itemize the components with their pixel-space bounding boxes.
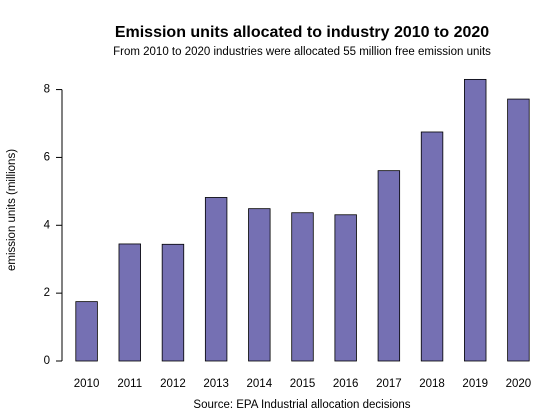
chart-title: Emission units allocated to industry 201… — [115, 24, 489, 41]
bar-2012 — [161, 243, 185, 362]
y-tick-label: 0 — [44, 355, 50, 367]
bar-2015 — [291, 212, 314, 362]
bar-2017 — [377, 170, 401, 362]
x-tick-label: 2013 — [203, 378, 229, 390]
x-tick-label: 2016 — [333, 378, 359, 390]
x-tick-label: 2017 — [376, 378, 402, 390]
bar-2013 — [204, 197, 228, 362]
x-tick-label: 2014 — [247, 378, 273, 390]
chart-caption: Source: EPA Industrial allocation decisi… — [193, 399, 410, 411]
y-axis: 0 2 4 6 8 — [44, 84, 63, 367]
chart-subtitle: From 2010 to 2020 industries were alloca… — [113, 46, 491, 58]
bars — [75, 78, 530, 362]
y-tick-label: 4 — [44, 219, 51, 231]
y-tick-label: 8 — [44, 84, 50, 96]
x-tick-label: 2011 — [117, 378, 142, 390]
bar-2020 — [507, 98, 530, 362]
x-tick-label: 2020 — [506, 378, 532, 390]
y-tick-label: 2 — [44, 287, 50, 299]
bar-2011 — [118, 243, 141, 362]
bar-2019 — [464, 78, 487, 362]
x-tick-label: 2019 — [462, 378, 488, 390]
bar-2016 — [334, 214, 357, 362]
x-tick-label: 2010 — [74, 378, 100, 390]
x-axis-tick-labels: 2010 2011 2012 2013 2014 2015 2016 2017 2018 2019… — [74, 378, 531, 390]
bar-2014 — [248, 208, 271, 362]
y-tick-label: 6 — [44, 151, 50, 163]
bar-2018 — [420, 131, 444, 362]
bar-2010 — [75, 301, 98, 362]
x-tick-label: 2018 — [419, 378, 445, 390]
x-tick-label: 2015 — [290, 378, 316, 390]
y-axis-label: emission units (millions) — [6, 149, 18, 271]
x-tick-label: 2012 — [160, 378, 186, 390]
